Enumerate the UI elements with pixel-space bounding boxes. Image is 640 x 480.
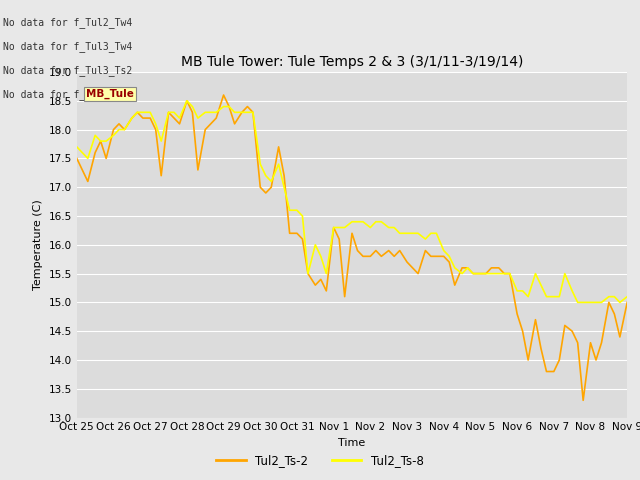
- Tul2_Ts-8: [623, 294, 631, 300]
- Tul2_Ts-2: [579, 397, 587, 403]
- Tul2_Ts-8: [574, 300, 582, 305]
- Tul2_Ts-8: [183, 98, 191, 104]
- Tul2_Ts-2: [220, 92, 227, 98]
- Tul2_Ts-8: [207, 109, 214, 115]
- Tul2_Ts-2: [73, 156, 81, 161]
- Legend: Tul2_Ts-2, Tul2_Ts-8: Tul2_Ts-2, Tul2_Ts-8: [212, 449, 428, 472]
- Tul2_Ts-8: [139, 109, 147, 115]
- Tul2_Ts-2: [212, 115, 220, 121]
- Tul2_Ts-2: [616, 334, 624, 340]
- Tul2_Ts-8: [396, 230, 404, 236]
- X-axis label: Time: Time: [339, 438, 365, 448]
- Tul2_Ts-8: [73, 144, 81, 150]
- Y-axis label: Temperature (C): Temperature (C): [33, 199, 43, 290]
- Tul2_Ts-2: [623, 300, 631, 305]
- Line: Tul2_Ts-8: Tul2_Ts-8: [77, 101, 627, 302]
- Text: MB_Tule: MB_Tule: [86, 89, 134, 99]
- Text: No data for f_Tul3_Tw4: No data for f_Tul3_Tw4: [3, 41, 132, 52]
- Tul2_Ts-8: [543, 294, 550, 300]
- Title: MB Tule Tower: Tule Temps 2 & 3 (3/1/11-3/19/14): MB Tule Tower: Tule Temps 2 & 3 (3/1/11-…: [181, 56, 523, 70]
- Tul2_Ts-2: [202, 127, 209, 132]
- Tul2_Ts-2: [396, 248, 404, 253]
- Tul2_Ts-8: [220, 104, 227, 109]
- Tul2_Ts-8: [616, 300, 624, 305]
- Tul2_Ts-2: [139, 115, 147, 121]
- Tul2_Ts-2: [543, 369, 550, 374]
- Line: Tul2_Ts-2: Tul2_Ts-2: [77, 95, 627, 400]
- Text: No data for f_Tul2_Tw4: No data for f_Tul2_Tw4: [3, 17, 132, 28]
- Text: No data for f_Tul3_Ts2: No data for f_Tul3_Ts2: [3, 65, 132, 76]
- Text: No data for f_Tul3_Ts8: No data for f_Tul3_Ts8: [3, 89, 132, 100]
